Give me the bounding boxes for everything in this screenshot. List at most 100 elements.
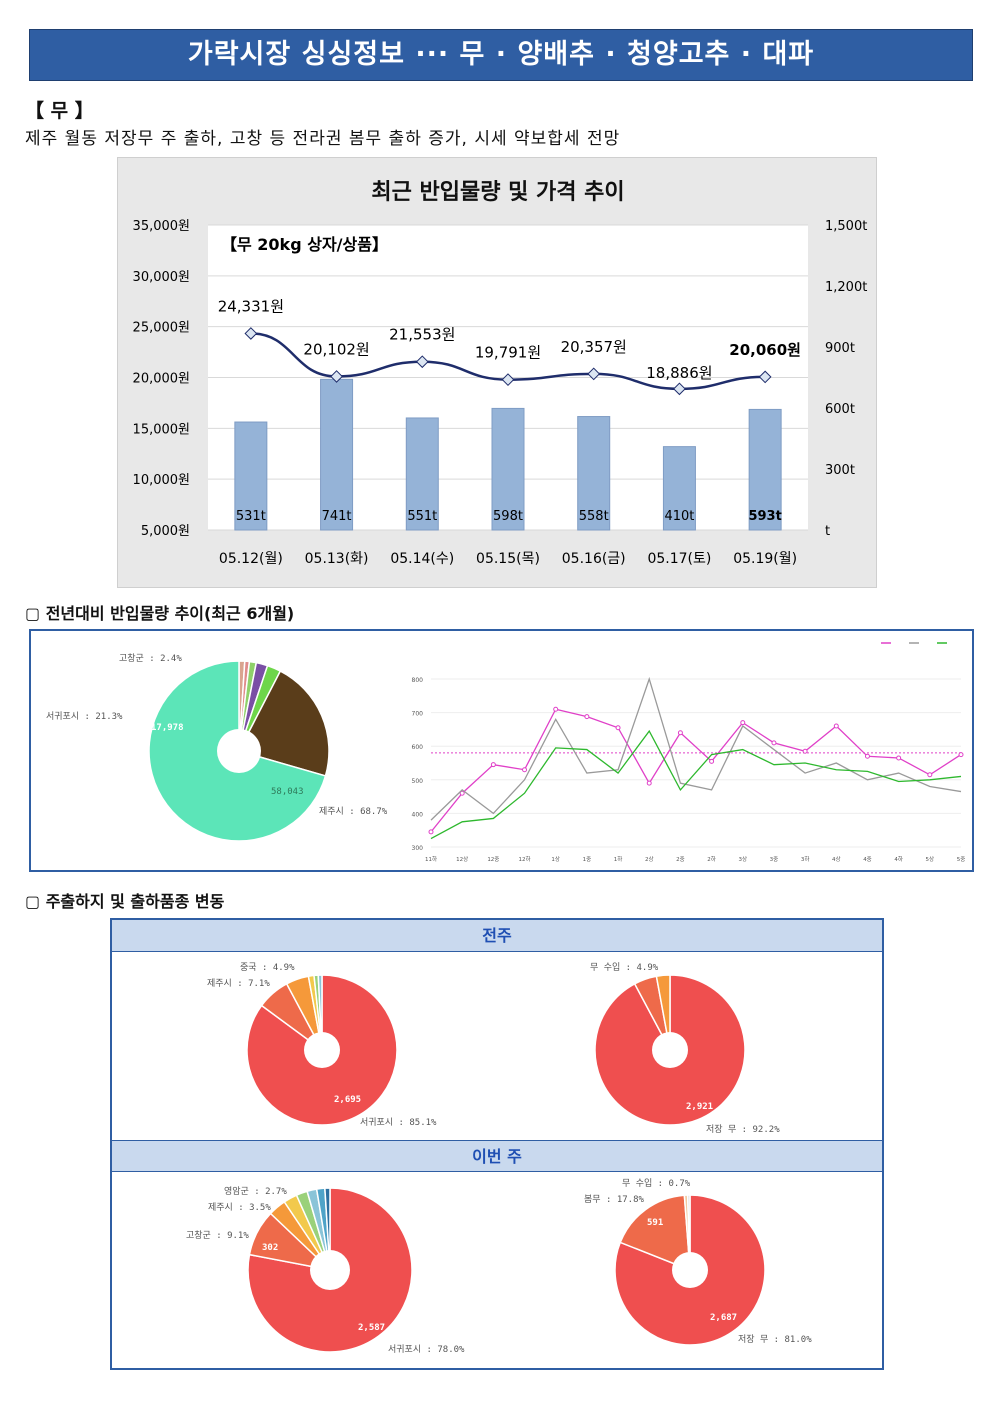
- y-tick-left: 15,000원: [133, 422, 190, 437]
- x-tick: 5중: [957, 856, 966, 863]
- section-title: 【 무 】: [25, 100, 94, 122]
- y-tick-left: 20,000원: [133, 372, 190, 387]
- series-point: [522, 767, 528, 773]
- series-point: [802, 748, 808, 754]
- x-tick: 05.14(수): [390, 551, 454, 567]
- donut-hole: [310, 1250, 350, 1290]
- y-tick-right: 1,200t: [825, 280, 867, 295]
- volume-bar: [748, 408, 782, 531]
- x-tick: 12하: [518, 855, 530, 863]
- volume-bar: [577, 416, 611, 531]
- pie-label: 무 수입 : 0.7%: [622, 1177, 691, 1189]
- price-marker: [501, 373, 515, 386]
- x-tick: 12중: [487, 856, 499, 863]
- series-point: [709, 758, 715, 764]
- series-point: [740, 720, 746, 726]
- prev-week-pies: 중국 : 4.9% 제주시 : 7.1% 서귀포시 : 85.1% 2,695 무 수입…: [207, 961, 780, 1135]
- x-tick: 05.19(월): [733, 551, 797, 567]
- plot-area: [431, 679, 961, 847]
- origin-pie-chart: 고창군 : 2.4% 서귀포시 : 21.3% 제주시 : 68.7% 17,978 5…: [46, 653, 388, 842]
- x-tick: 4중: [863, 856, 872, 863]
- series-point: [896, 755, 902, 761]
- pie-value: 58,043: [271, 787, 304, 797]
- price-marker: [415, 355, 429, 369]
- price-marker: [758, 370, 772, 384]
- pie-label: 중국 : 4.9%: [240, 962, 295, 973]
- bar-label: 410t: [664, 509, 694, 524]
- series-point: [927, 772, 933, 778]
- price-marker: [330, 370, 343, 383]
- series-point: [677, 730, 683, 736]
- x-tick: 2중: [676, 856, 685, 863]
- pie-value: 2,587: [358, 1323, 385, 1333]
- chart-title: 최근 반입물량 및 가격 추이: [371, 180, 625, 205]
- volume-bar: [405, 417, 439, 531]
- bar-label: 741t: [322, 509, 352, 524]
- volume-bar: [491, 407, 525, 531]
- y-tick-left: 10,000원: [133, 473, 190, 488]
- price-volume-chart: 최근 반입물량 및 가격 추이 35,000원 30,000원 25,000원 20,…: [117, 157, 877, 588]
- x-tick: 05.13(화): [305, 551, 369, 567]
- origin-change-panel: 전주 중국 : 4.9% 제주시 : 7.1% 서귀포시 : 85.1% 2,695 무…: [110, 918, 884, 1370]
- pie-slice: [324, 1187, 331, 1271]
- pie-label: 제주시 : 68.7%: [319, 806, 388, 817]
- yoy-panel: 고창군 : 2.4% 서귀포시 : 21.3% 제주시 : 68.7% 17,978 5…: [29, 629, 974, 872]
- bar-label: 593t: [748, 509, 781, 524]
- y-tick: 800: [412, 677, 424, 684]
- pie-label: 고창군 : 2.4%: [119, 653, 182, 664]
- section-summary: 제주 월동 저장무 주 출하, 고창 등 전라권 봄무 출하 증가, 시세 약보…: [25, 129, 621, 149]
- series-point: [459, 790, 465, 796]
- bar-label: 531t: [236, 509, 266, 524]
- x-tick: 5상: [926, 855, 935, 863]
- x-tick: 2상: [645, 855, 654, 863]
- y-tick: 500: [412, 778, 424, 785]
- y-tick-left: 5,000원: [141, 524, 190, 539]
- x-tick: 05.15(목): [476, 551, 540, 567]
- x-tick: 05.12(월): [219, 551, 283, 567]
- donut-hole: [672, 1252, 708, 1288]
- donut-hole: [304, 1032, 340, 1068]
- series-point: [833, 723, 839, 729]
- pie-value: 17,978: [151, 723, 184, 733]
- y-tick: 700: [412, 711, 424, 718]
- y-tick: 400: [412, 811, 424, 818]
- bar-label: 551t: [407, 509, 437, 524]
- y-tick-left: 30,000원: [133, 270, 190, 285]
- x-tick: 1중: [583, 856, 592, 863]
- volume-bar: [320, 378, 354, 531]
- pie-label: 영암군 : 2.7%: [224, 1185, 287, 1197]
- pie-slice: [317, 974, 323, 1051]
- x-tick: 05.16(금): [562, 551, 626, 567]
- volume-bar: [234, 421, 268, 531]
- price-label: 24,331원: [218, 297, 284, 315]
- pie-slice: [655, 974, 671, 1051]
- price-marker: [587, 367, 601, 381]
- pie-value: 302: [262, 1243, 278, 1253]
- this-week-pies: 영암군 : 2.7% 제주시 : 3.5% 고창군 : 9.1% 서귀포시 : 78.…: [186, 1177, 812, 1355]
- price-label: 19,791원: [475, 344, 541, 362]
- x-tick: 1상: [551, 855, 560, 863]
- pie-slice: [237, 670, 330, 777]
- x-tick: 2하: [707, 855, 716, 863]
- pie-label: 서귀포시 : 21.3%: [46, 711, 123, 722]
- price-volume-svg: 35,000원 30,000원 25,000원 20,000원 15,000원 10,00…: [133, 219, 868, 567]
- pie-label: 봄무 : 17.8%: [584, 1194, 644, 1205]
- price-marker: [244, 327, 258, 340]
- bar-label: 558t: [579, 509, 609, 524]
- series-line: [430, 729, 962, 840]
- x-tick: 05.17(토): [647, 551, 711, 567]
- x-tick: 4상: [832, 855, 841, 863]
- pie-slice: [614, 1194, 766, 1346]
- series-point: [584, 714, 590, 720]
- y-tick-right: 300t: [825, 463, 855, 478]
- y-tick-left: 25,000원: [133, 321, 190, 336]
- y-tick: 600: [412, 744, 424, 751]
- series-point: [490, 762, 496, 768]
- pie-value: 2,687: [710, 1313, 737, 1323]
- series-point: [553, 706, 559, 712]
- price-label: 20,102원: [303, 340, 369, 358]
- series-point: [864, 753, 870, 759]
- pie-label: 무 수입 : 4.9%: [590, 961, 659, 973]
- x-tick: 3상: [738, 855, 747, 863]
